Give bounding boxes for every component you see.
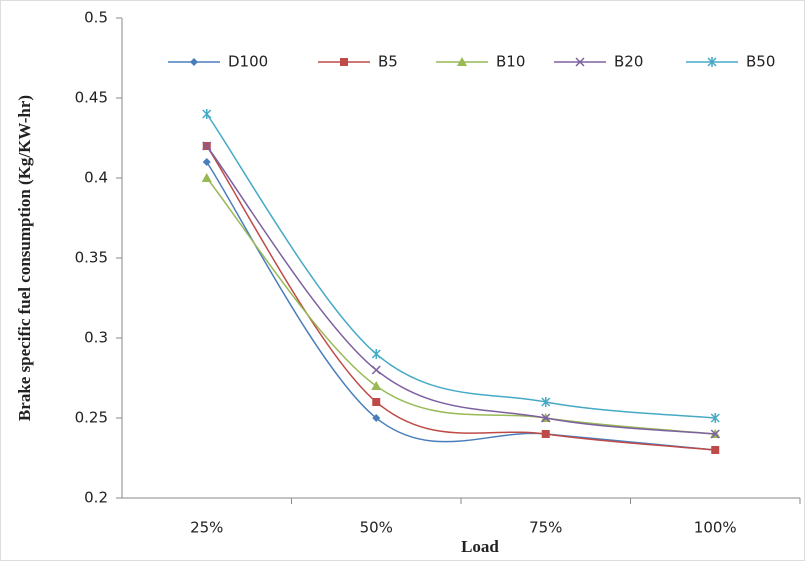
- legend-label: B20: [614, 53, 643, 71]
- marker: [541, 430, 550, 438]
- x-tick-label: 100%: [694, 519, 737, 537]
- y-tick-label: 0.35: [75, 249, 108, 267]
- marker: [707, 57, 717, 67]
- marker: [190, 58, 198, 66]
- y-tick-label: 0.3: [84, 329, 108, 347]
- series-line: [206, 145, 716, 435]
- marker: [371, 381, 382, 390]
- marker: [541, 397, 551, 407]
- marker: [711, 446, 720, 454]
- marker: [710, 429, 720, 439]
- series-line: [206, 161, 716, 451]
- y-tick-label: 0.5: [84, 9, 108, 27]
- legend-label: B5: [378, 53, 398, 71]
- marker: [340, 58, 348, 66]
- marker: [575, 57, 585, 67]
- marker: [372, 414, 381, 422]
- marker: [371, 349, 381, 359]
- marker: [202, 158, 211, 166]
- series-line: [206, 145, 716, 451]
- x-axis-title: Load: [461, 537, 499, 556]
- marker: [202, 141, 212, 151]
- series-line: [206, 177, 716, 435]
- marker: [710, 413, 720, 423]
- x-tick-label: 75%: [529, 519, 562, 537]
- marker: [201, 173, 212, 182]
- marker: [457, 57, 467, 66]
- y-axis-title: Brake specific fuel consumption (Kg/KW-h…: [15, 95, 34, 421]
- marker: [371, 365, 381, 375]
- series-line: [206, 113, 716, 419]
- marker: [541, 413, 551, 423]
- y-tick-label: 0.2: [84, 489, 108, 507]
- legend-label: B10: [496, 53, 525, 71]
- x-tick-label: 50%: [360, 519, 393, 537]
- x-tick-label: 25%: [190, 519, 223, 537]
- marker: [202, 109, 212, 119]
- y-tick-label: 0.45: [75, 89, 108, 107]
- legend-label: D100: [228, 53, 268, 71]
- y-tick-label: 0.25: [75, 409, 108, 427]
- legend-label: B50: [746, 53, 775, 71]
- y-tick-label: 0.4: [84, 169, 108, 187]
- marker: [372, 398, 381, 406]
